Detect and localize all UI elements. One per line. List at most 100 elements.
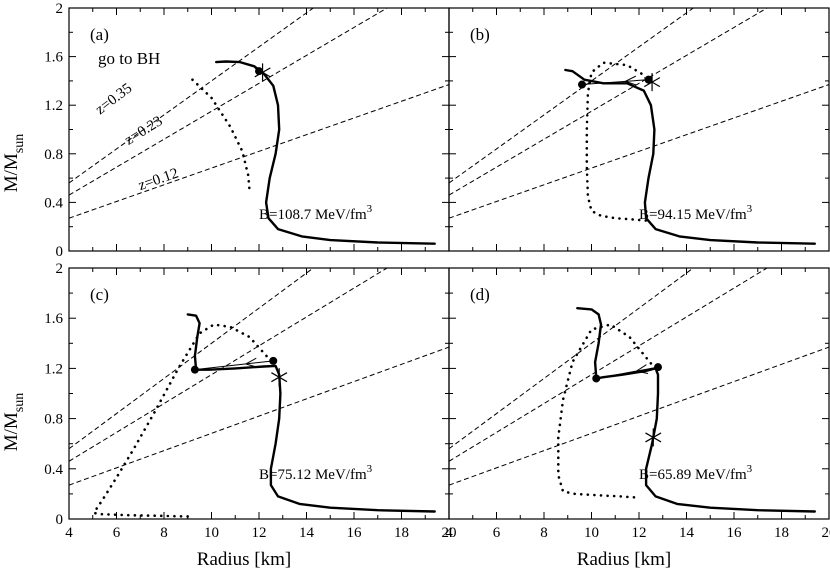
transition-arrow-head [623, 75, 637, 86]
redshift-label: z=0.23 [122, 113, 166, 148]
redshift-label: z=0.35 [93, 80, 136, 118]
x-tick-label: 8 [540, 525, 548, 541]
x-tick-label: 4 [445, 525, 453, 541]
redshift-line [69, 346, 449, 486]
y-axis-label-top-sub: sun [12, 134, 27, 153]
redshift-line [69, 268, 389, 462]
x-tick-label: 18 [394, 525, 409, 541]
panels: z=0.35z=0.23 z=0.12 0 0.4 0.8 1.2 1.6 2 (a) go to… [44, 1, 830, 541]
plot-area [69, 268, 449, 518]
bag-constant-annotation: B=94.15 MeV/fm3 [639, 203, 753, 223]
redshift-line [69, 268, 315, 450]
redshift-line [449, 8, 695, 184]
solid-curve [576, 307, 816, 513]
marker-star [254, 63, 271, 82]
x-tick-label: 20 [442, 525, 457, 541]
x-tick-label: 12 [252, 525, 267, 541]
marker-dot [654, 363, 662, 372]
y-tick-label: 0.8 [44, 412, 63, 428]
panel-label: (b) [470, 25, 490, 44]
panel-extra-text: go to BH [98, 49, 160, 68]
bag-constant-unit-exponent: 3 [747, 463, 753, 475]
marker-star-stroke [254, 67, 271, 78]
marker-star-stroke [271, 372, 288, 383]
plot-area [449, 268, 829, 513]
redshift-line [449, 268, 769, 462]
bag-constant-value: B=108.7 MeV/fm [259, 207, 367, 223]
bag-constant-unit-exponent: 3 [367, 203, 373, 215]
x-tick-label: 6 [493, 525, 501, 541]
y-tick-label: 0.4 [44, 462, 63, 478]
marker-star [271, 368, 288, 387]
x-tick-label: 14 [299, 525, 315, 541]
y-tick-label: 2 [56, 261, 64, 277]
y-axis-label-bottom-main: M/M [1, 412, 22, 451]
bag-constant-unit-exponent: 3 [747, 203, 753, 215]
dotted-curve [92, 323, 273, 518]
y-tick-label: 0 [56, 244, 64, 260]
bag-constant-annotation: B=75.12 MeV/fm3 [259, 463, 373, 483]
redshift-line [449, 8, 769, 196]
redshift-line [69, 8, 389, 196]
plot-area [69, 8, 449, 245]
x-axis-label-left: Radius [km] [197, 549, 291, 570]
marker-dot [269, 356, 278, 365]
solid-curve [564, 68, 816, 245]
redshift-line [449, 346, 829, 486]
x-tick-label: 12 [632, 525, 647, 541]
marker-dot [578, 80, 586, 89]
marker-star [643, 73, 661, 92]
x-tick-label: 10 [584, 525, 599, 541]
marker-star-stroke [643, 77, 661, 88]
dotted-curve [585, 61, 648, 222]
y-tick-label: 0.8 [44, 147, 63, 163]
bag-constant-annotation: B=65.89 MeV/fm3 [639, 463, 753, 483]
x-tick-label: 14 [679, 525, 695, 541]
redshift-line [449, 268, 695, 450]
marker-star [645, 428, 662, 447]
dotted-curve [191, 78, 251, 192]
transition-arrow-head [244, 357, 258, 368]
y-axis-label-top-main: M/M [1, 153, 22, 192]
transition-arrow-head [635, 364, 649, 375]
marker-star-stroke [645, 432, 662, 443]
y-tick-label: 1.6 [44, 311, 63, 327]
solid-curve [215, 60, 436, 245]
x-tick-label: 4 [65, 525, 73, 541]
y-axis-label-bottom-sub: sun [12, 393, 27, 412]
y-tick-label: 1.6 [44, 50, 63, 66]
redshift-line [69, 8, 315, 184]
y-tick-label: 1.2 [44, 361, 63, 377]
y-tick-label: 1.2 [44, 98, 63, 114]
y-tick-label: 0.4 [44, 195, 63, 211]
redshift-line [449, 84, 829, 219]
y-axis-label-top: M/Msun [1, 134, 27, 193]
marker-dot [190, 365, 199, 374]
y-axis-label-bottom: M/Msun [1, 393, 27, 452]
bag-constant-unit-exponent: 3 [367, 463, 373, 475]
marker-dot [592, 374, 601, 383]
x-tick-label: 16 [347, 525, 363, 541]
bag-constant-value: B=94.15 MeV/fm [639, 207, 747, 223]
transition-arrow-line [596, 366, 659, 379]
bag-constant-value: B=65.89 MeV/fm [639, 467, 747, 483]
x-axis-label-right: Radius [km] [577, 549, 671, 570]
panel-d: 46810121416182000.40.81.21.62(d)B=65.89 … [445, 267, 830, 541]
x-tick-label: 8 [160, 525, 168, 541]
panel-label: (a) [90, 25, 109, 44]
redshift-line [69, 84, 449, 219]
panel-a: z=0.35z=0.23 z=0.12 0 0.4 0.8 1.2 1.6 2 (a) go to… [44, 1, 450, 260]
transition-arrow-line [194, 360, 274, 371]
x-tick-label: 18 [774, 525, 789, 541]
panel-c: 4 6 8 10 12 14 16 18 20 0 0.4 0.8 1.2 1.6 2 (c) B=75.12 … [44, 261, 457, 541]
panel-label: (c) [90, 285, 109, 304]
bag-constant-value: B=75.12 MeV/fm [259, 467, 367, 483]
y-tick-label: 0 [56, 512, 64, 528]
y-tick-label: 2 [56, 1, 64, 17]
transition-arrow-line [581, 79, 649, 86]
panel-label: (d) [470, 285, 490, 304]
x-tick-label: 6 [113, 525, 121, 541]
x-tick-label: 16 [727, 525, 743, 541]
plot-area [449, 8, 829, 245]
